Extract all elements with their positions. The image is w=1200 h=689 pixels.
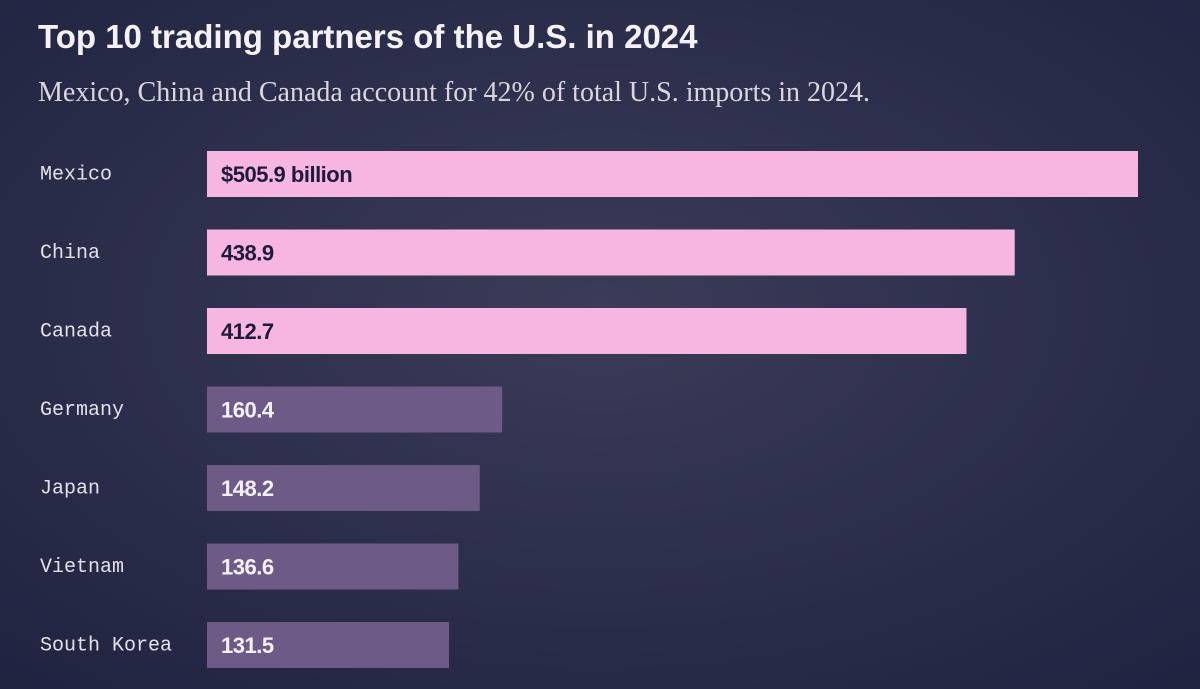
value-label: $505.9 billion xyxy=(221,162,352,187)
value-label: 131.5 xyxy=(221,633,274,658)
bar xyxy=(207,308,967,354)
bar xyxy=(207,229,1015,276)
category-label: South Korea xyxy=(40,634,172,657)
chart-title: Top 10 trading partners of the U.S. in 2… xyxy=(38,18,698,55)
bar xyxy=(207,151,1138,197)
category-label: Germany xyxy=(40,399,124,422)
value-label: 412.7 xyxy=(221,319,274,344)
chart-subtitle: Mexico, China and Canada account for 42%… xyxy=(38,77,870,108)
value-label: 438.9 xyxy=(221,240,274,265)
value-label: 136.6 xyxy=(221,554,274,579)
bar xyxy=(207,543,459,590)
category-label: China xyxy=(40,242,100,265)
value-label: 160.4 xyxy=(221,397,275,422)
category-label: Japan xyxy=(40,477,100,500)
bar xyxy=(207,465,480,511)
bar xyxy=(207,622,449,668)
value-label: 148.2 xyxy=(221,476,274,501)
category-label: Mexico xyxy=(40,163,112,186)
category-label: Vietnam xyxy=(40,556,124,579)
category-label: Canada xyxy=(40,320,112,343)
bar xyxy=(207,386,503,433)
